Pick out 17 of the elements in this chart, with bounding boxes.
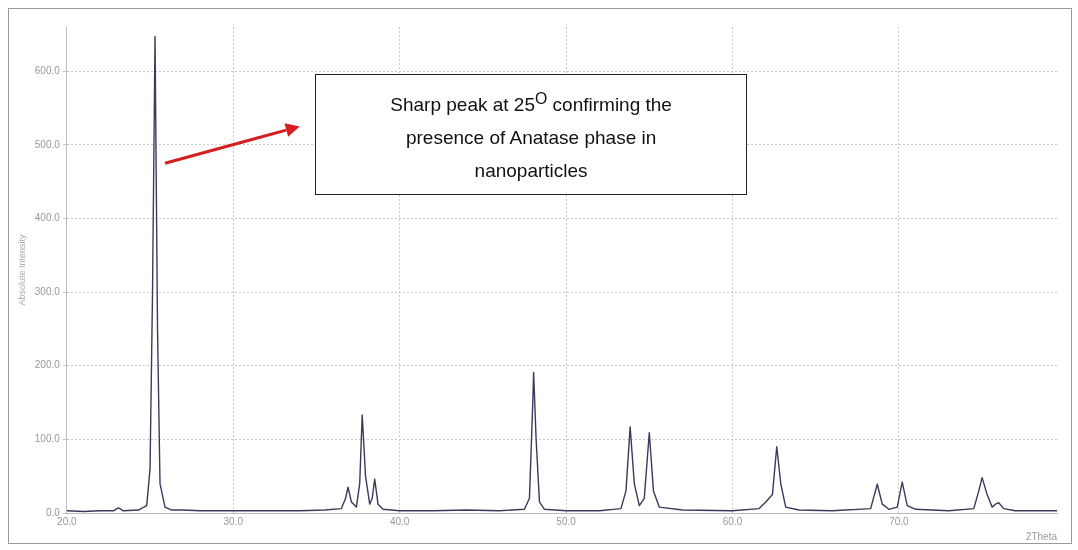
x-tick-label: 30.0 — [223, 515, 244, 527]
x-tick-label: 60.0 — [722, 515, 743, 527]
y-tick-label: 500.0 — [34, 138, 61, 150]
y-tick-label: 200.0 — [34, 359, 61, 371]
x-tick-label: 70.0 — [889, 515, 910, 527]
y-tick-label: 400.0 — [34, 212, 61, 224]
y-axis-title: Absolute Intensity — [16, 233, 27, 306]
x-tick-label: 20.0 — [57, 515, 77, 527]
x-tick-label: 50.0 — [556, 515, 577, 527]
annotation: Sharp peak at 25$^{O}$ confirming the presence of Anatase phase in nanoparticles — [389, 88, 673, 184]
y-tick-label: 600.0 — [34, 64, 61, 76]
note-box: Sharp peak at 25$^{O}$ confirming the presence of Anatase phase in nanoparticles — [314, 74, 748, 195]
x-tick-label: 40.0 — [389, 515, 410, 527]
y-tick-label: 100.0 — [34, 433, 61, 445]
x-axis-title: 2Theta — [1025, 530, 1058, 542]
y-tick-label: 300.0 — [34, 285, 61, 297]
y-tick-label: 0.0 — [45, 506, 61, 518]
